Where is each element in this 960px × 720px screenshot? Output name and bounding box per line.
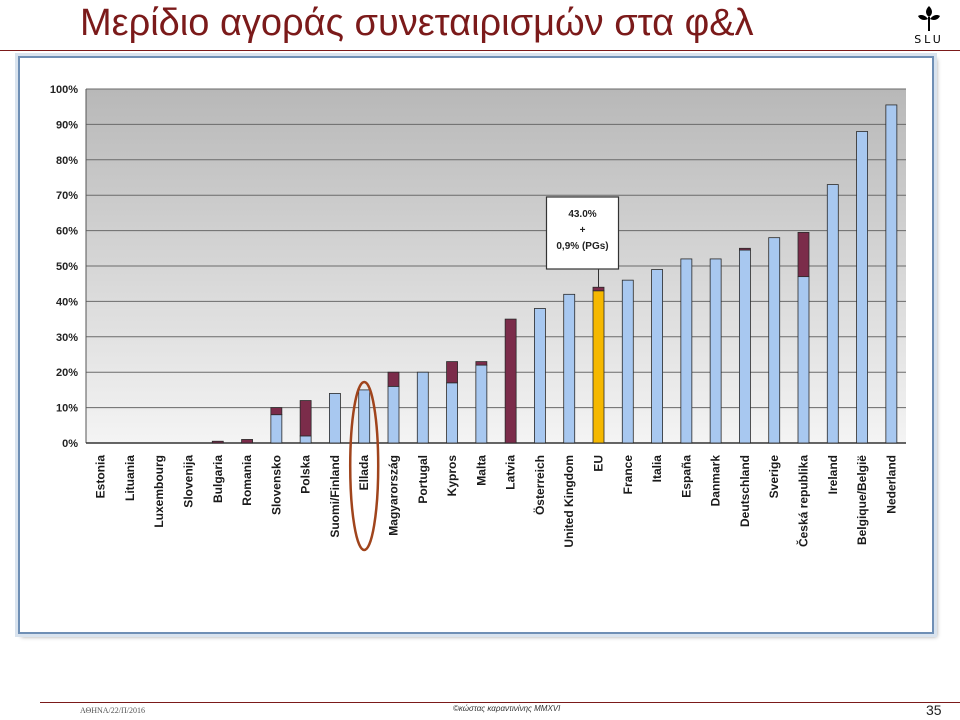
x-tick-label: Belgique/België [855, 455, 869, 545]
bar-series2 [797, 231, 810, 278]
leaf-icon [918, 6, 940, 31]
x-tick-label: Slovenija [182, 455, 196, 508]
bar-series2 [446, 361, 458, 384]
y-tick-label: 90% [56, 119, 78, 131]
x-tick-label: Deutschland [738, 455, 752, 527]
bar-series2 [504, 318, 517, 444]
x-tick-label: Ireland [826, 455, 840, 494]
x-tick-label: EU [592, 455, 606, 472]
x-tick-label: Slovensko [269, 455, 283, 515]
x-tick-label: Bulgaria [211, 455, 225, 503]
bar-series2 [475, 361, 488, 366]
x-tick-label: Estonia [94, 455, 108, 499]
footer-date: ΑΘΗΝΑ/22/Π/2016 [80, 706, 146, 715]
bar-series1 [475, 364, 488, 444]
x-tick-label: Sverige [767, 455, 781, 499]
footer-copyright: ©κώστας καραντινίνης MMXVI [453, 704, 561, 713]
bar-series1 [885, 104, 898, 444]
bar-series1 [592, 290, 605, 444]
y-tick-label: 30% [56, 332, 78, 344]
bar-series1 [446, 382, 458, 444]
bar-series1 [768, 237, 781, 444]
bar-series1 [329, 393, 341, 444]
x-tick-label: Magyarország [387, 455, 401, 536]
bar-series2 [211, 440, 224, 444]
x-tick-label: Suomi/Finland [328, 455, 342, 538]
bar-series1 [739, 249, 751, 444]
bar-series2 [592, 286, 605, 292]
callout-box [545, 196, 620, 270]
slu-logo: SLU [906, 4, 952, 50]
x-tick-label: Italia [650, 455, 664, 483]
bar-series1 [826, 184, 839, 444]
footer-divider [40, 702, 960, 703]
x-tick-label: España [679, 455, 693, 498]
x-tick-label: Luxembourg [152, 455, 166, 528]
bar-series2 [299, 400, 312, 437]
bar-series2 [387, 371, 400, 387]
bar-series1 [534, 308, 546, 444]
x-tick-label: Romania [240, 455, 254, 506]
bar-series1 [416, 371, 429, 444]
bar-series2 [739, 247, 751, 251]
y-tick-label: 70% [56, 190, 78, 202]
x-tick-label: France [621, 455, 635, 495]
bar-series1 [358, 389, 371, 444]
y-tick-label: 50% [56, 261, 78, 273]
callout-text: 0,9% (PGs) [556, 241, 608, 252]
slide-title: Μερίδιο αγοράς συνεταιρισμών στα φ&λ [80, 2, 754, 44]
callout-text: + [580, 225, 586, 236]
title-divider [0, 50, 960, 51]
x-tick-label: Česká republika [796, 455, 811, 547]
bar-series1 [680, 258, 693, 444]
chart-frame: 0% 10% 20% 30% 40% 50% 60% 70% 80% 90% 100% Estoni… [18, 56, 934, 634]
bar-series1 [709, 258, 722, 444]
bar-series2 [241, 439, 253, 444]
bar-chart: 0% 10% 20% 30% 40% 50% 60% 70% 80% 90% 100% Estoni… [50, 84, 906, 552]
y-tick-label: 60% [56, 226, 78, 238]
y-tick-label: 40% [56, 296, 78, 308]
x-tick-label: Lituania [123, 455, 137, 501]
x-tick-label: Latvia [504, 455, 518, 490]
bar-series1 [387, 385, 400, 444]
highlight-circle [348, 380, 380, 552]
x-tick-label: Österreich [532, 455, 547, 515]
y-tick-label: 10% [56, 403, 78, 415]
bar-series1 [651, 269, 663, 444]
logo-text: SLU [914, 33, 944, 46]
callout-text: 43.0% [568, 209, 596, 220]
y-tick-label: 20% [56, 367, 78, 379]
bar-series1 [856, 131, 868, 444]
bar-series1 [299, 435, 312, 444]
y-tick-label: 80% [56, 155, 78, 167]
page-number: 35 [926, 702, 942, 718]
bar-series2 [270, 407, 283, 416]
bar-series1 [563, 293, 576, 444]
x-tick-label: Ellada [357, 455, 371, 491]
bar-series1 [270, 414, 283, 444]
x-tick-label: Polska [299, 455, 313, 494]
bar-series1 [797, 276, 810, 444]
x-tick-label: Nederland [884, 455, 898, 514]
bar-series1 [621, 279, 634, 444]
x-tick-label: Danmark [709, 455, 723, 507]
x-tick-label: United Kingdom [562, 455, 576, 548]
y-tick-label: 100% [50, 84, 78, 96]
x-tick-label: Kypros [445, 455, 459, 497]
x-tick-label: Portugal [416, 455, 430, 504]
y-tick-label: 0% [62, 438, 78, 450]
x-tick-label: Malta [474, 455, 488, 486]
